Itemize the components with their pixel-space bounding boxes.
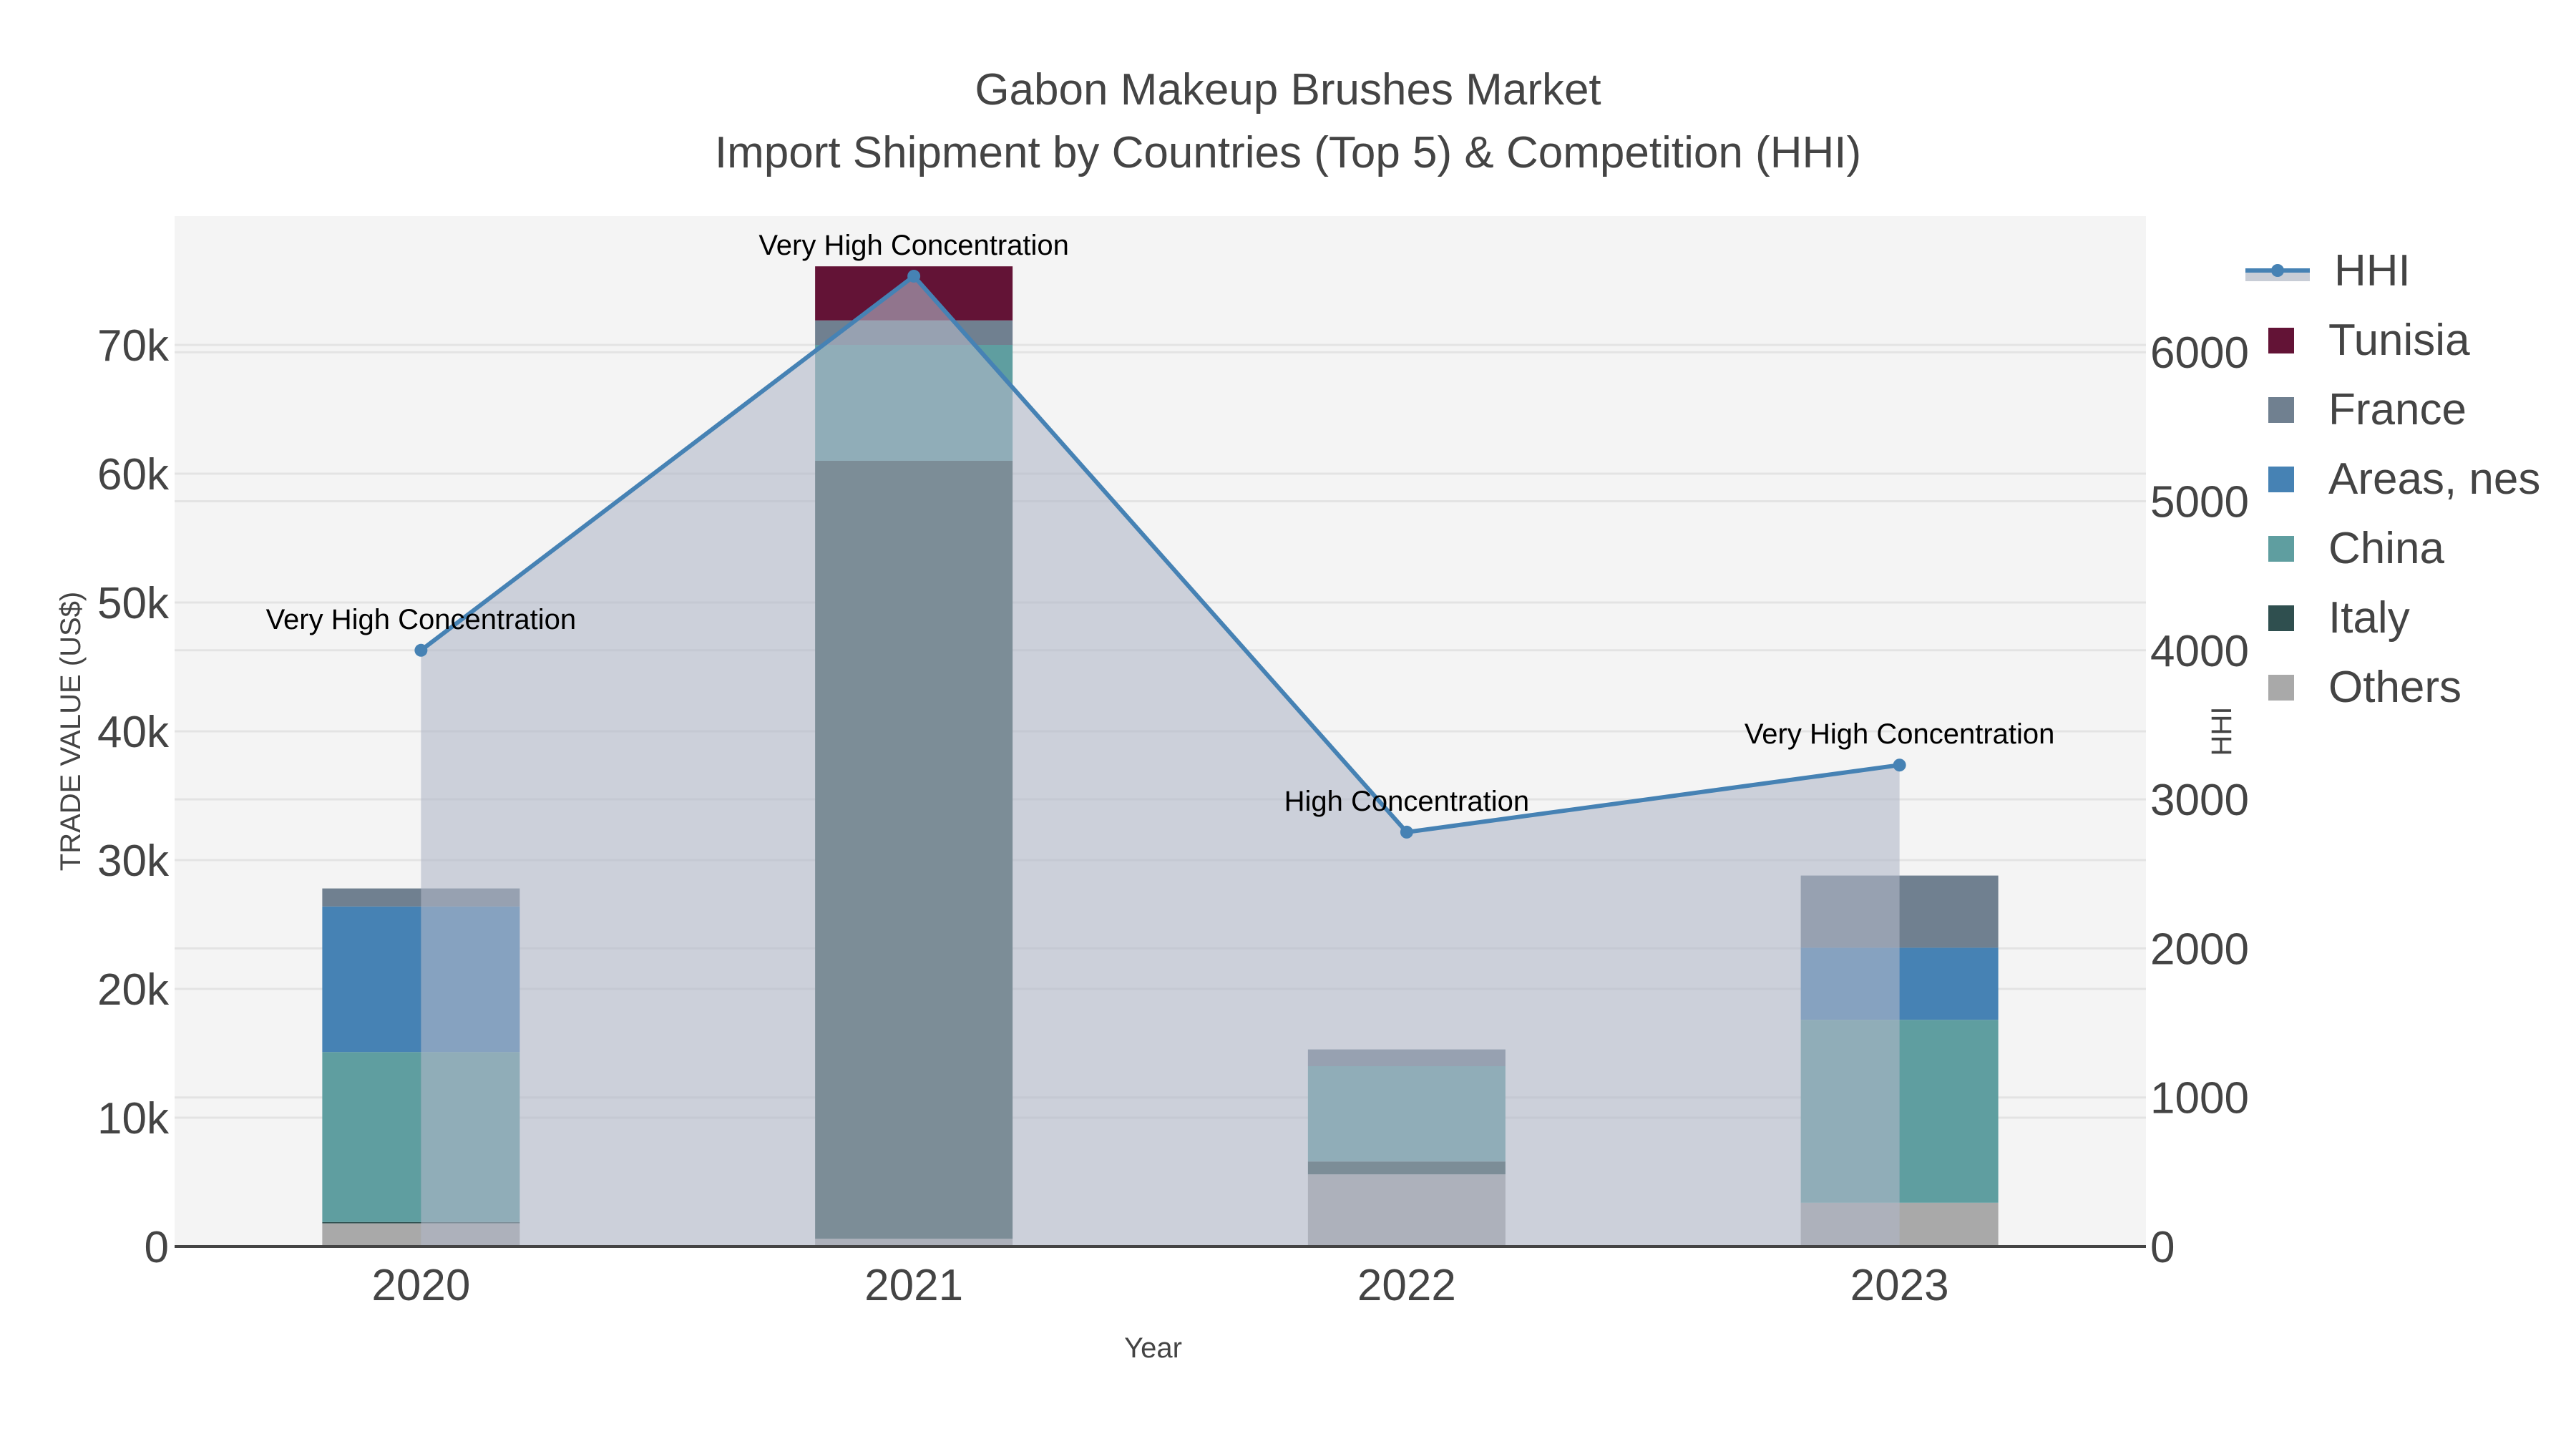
legend-item-tunisia[interactable]: Tunisia — [2240, 306, 2540, 375]
legend-item-france[interactable]: France — [2240, 375, 2540, 444]
legend-label: France — [2328, 385, 2467, 434]
hhi-marker[interactable] — [414, 643, 428, 657]
legend-item-areas-nes[interactable]: Areas, nes — [2240, 444, 2540, 514]
legend-item-hhi[interactable]: HHI — [2240, 236, 2540, 306]
square-swatch-icon — [2268, 605, 2294, 631]
legend-item-others[interactable]: Others — [2240, 653, 2540, 722]
y-tick-label: 0 — [145, 1223, 169, 1272]
x-tick-label: 2023 — [1850, 1261, 1949, 1310]
legend-label: Italy — [2328, 593, 2410, 643]
square-swatch-icon — [2268, 535, 2294, 562]
y2-tick-label: 4000 — [2150, 627, 2249, 676]
x-tick-label: 2022 — [1357, 1261, 1456, 1310]
legend-label: China — [2328, 524, 2444, 573]
hhi-marker[interactable] — [1400, 825, 1413, 839]
legend-label: HHI — [2334, 246, 2411, 296]
y-tick-label: 20k — [97, 965, 170, 1015]
x-axis-title: Year — [1124, 1332, 1182, 1364]
y2-tick-label: 6000 — [2150, 328, 2249, 378]
legend-item-china[interactable]: China — [2240, 514, 2540, 583]
legend-label: Tunisia — [2328, 316, 2470, 365]
y2-tick-label: 2000 — [2150, 924, 2249, 974]
legend: HHI Tunisia France Areas, nes China Ital… — [2240, 236, 2540, 722]
hhi-marker[interactable] — [1893, 758, 1906, 772]
y-tick-label: 10k — [97, 1094, 170, 1143]
x-tick-label: 2021 — [864, 1261, 963, 1310]
legend-label: Others — [2328, 663, 2462, 712]
x-tick-label: 2020 — [371, 1261, 470, 1310]
y2-tick-label: 3000 — [2150, 776, 2249, 825]
y2-tick-label: 0 — [2150, 1223, 2175, 1272]
y2-tick-label: 5000 — [2150, 478, 2249, 527]
square-swatch-icon — [2268, 327, 2294, 353]
hhi-line[interactable] — [419, 273, 1901, 835]
annotation-label: Very High Concentration — [1745, 718, 2055, 750]
hhi-area — [421, 275, 1900, 1246]
legend-label: Areas, nes — [2328, 454, 2541, 504]
y-tick-label: 40k — [97, 708, 170, 757]
chart-subtitle: Import Shipment by Countries (Top 5) & C… — [714, 128, 1862, 177]
chart-title: Gabon Makeup Brushes Market — [975, 65, 1601, 114]
y-tick-label: 50k — [97, 579, 170, 628]
square-swatch-icon — [2268, 396, 2294, 423]
line-marker-icon — [2245, 257, 2310, 286]
annotation-label: Very High Concentration — [758, 230, 1069, 261]
legend-item-italy[interactable]: Italy — [2240, 583, 2540, 653]
square-swatch-icon — [2268, 466, 2294, 492]
y-axis-title: TRADE VALUE (US$) — [55, 592, 87, 871]
hhi-marker[interactable] — [907, 269, 921, 283]
annotation-label: High Concentration — [1284, 786, 1529, 817]
square-swatch-icon — [2268, 674, 2294, 701]
annotation-label: Very High Concentration — [266, 604, 577, 635]
y2-axis-title: HHI — [2206, 707, 2238, 756]
y-tick-label: 70k — [97, 321, 170, 371]
y-tick-label: 60k — [97, 450, 170, 499]
y2-tick-label: 1000 — [2150, 1074, 2249, 1123]
y-tick-label: 30k — [97, 836, 170, 886]
